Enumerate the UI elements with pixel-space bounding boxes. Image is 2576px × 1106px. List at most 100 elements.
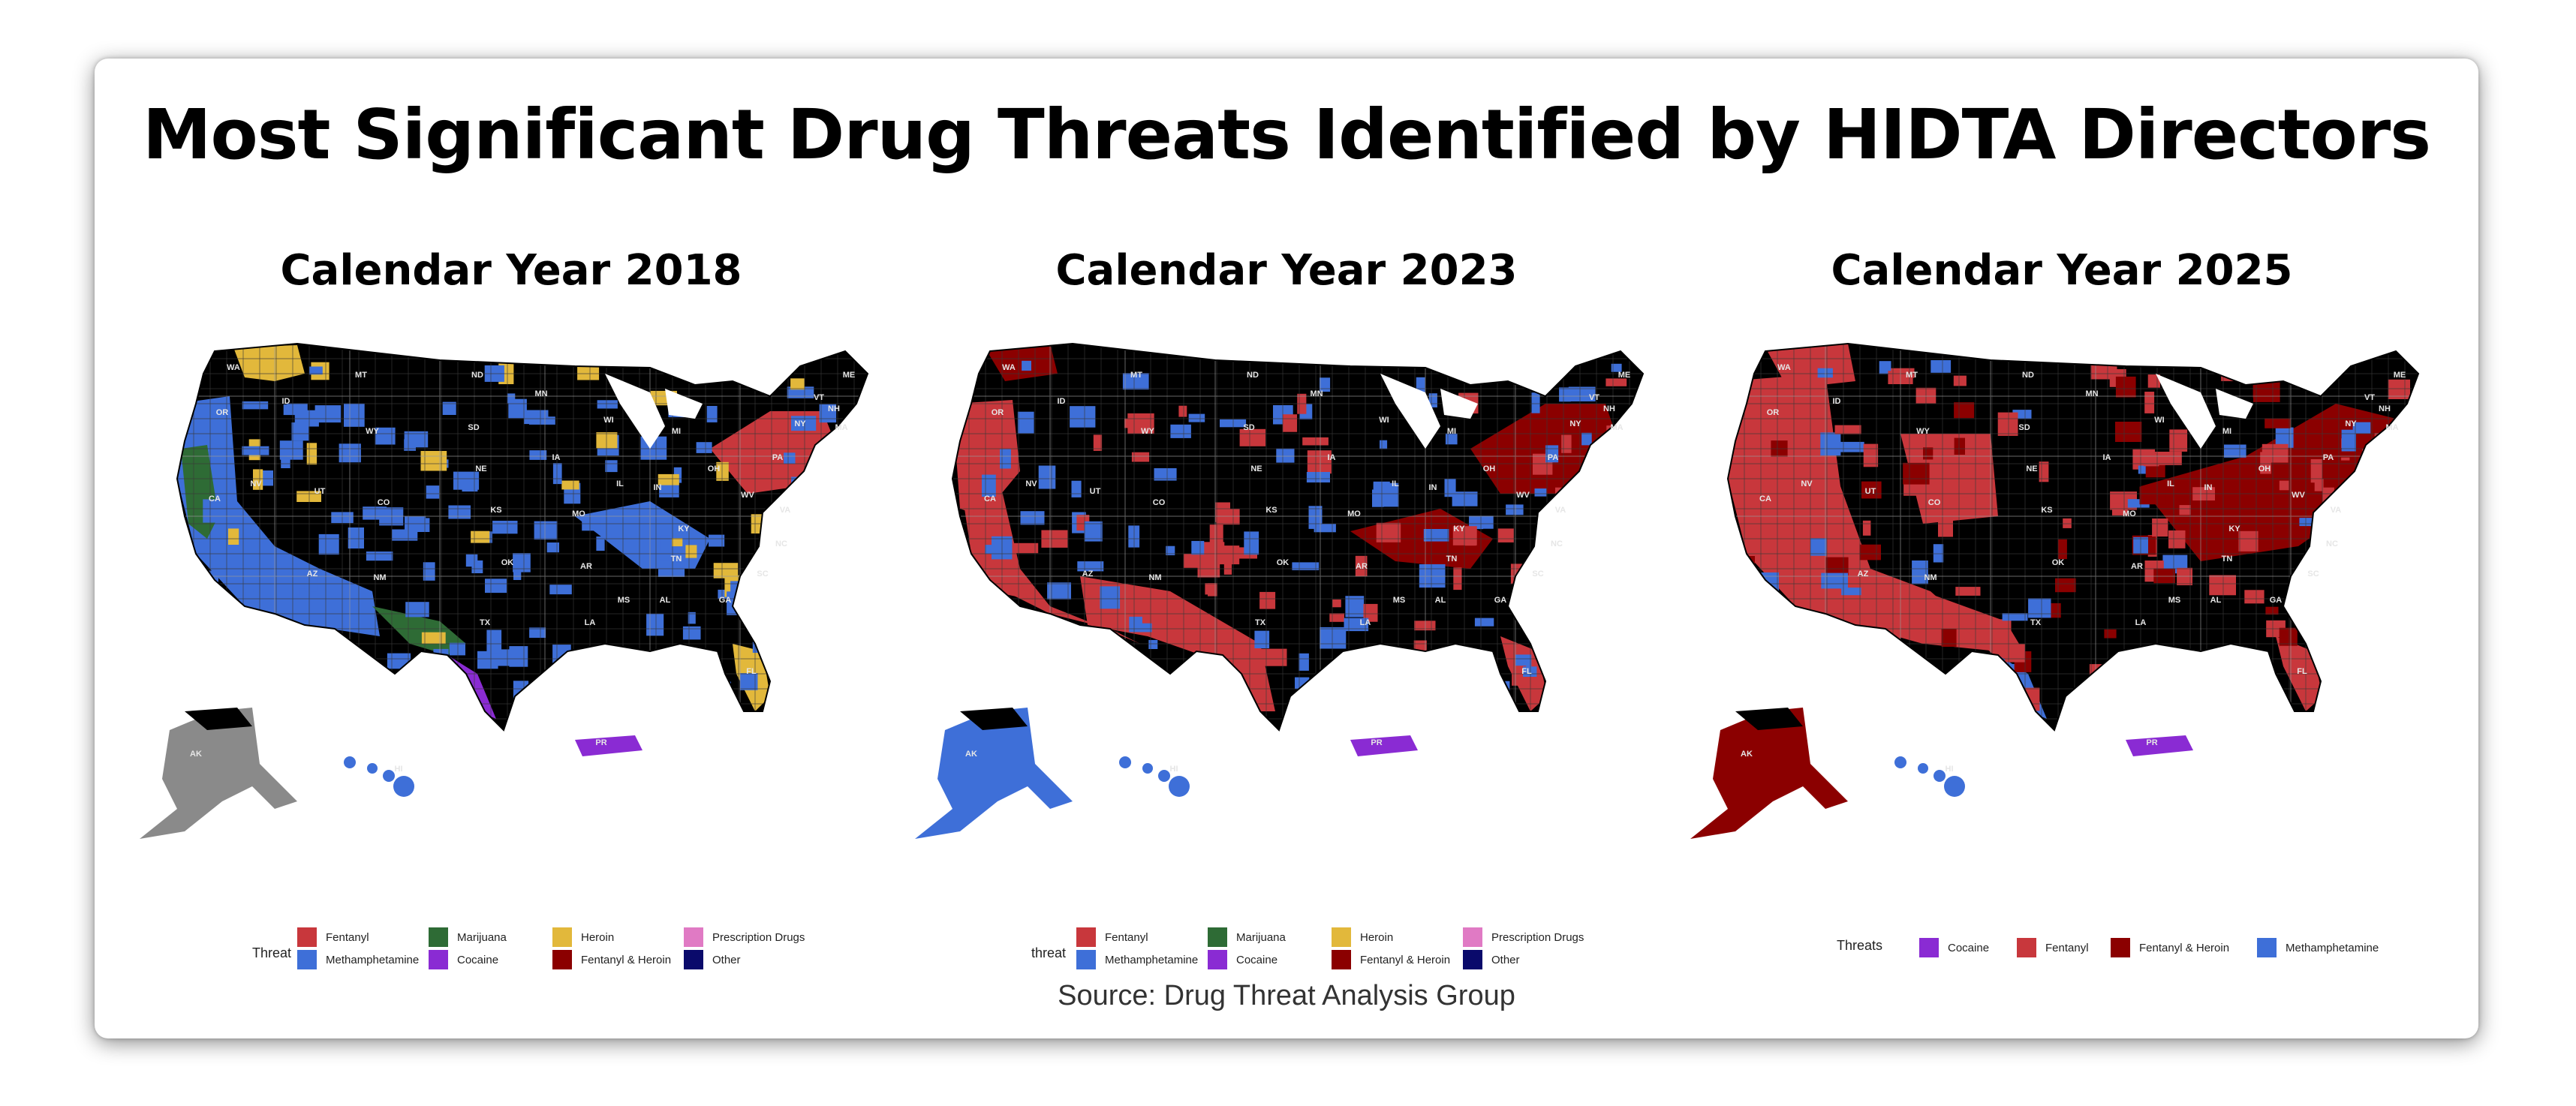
state-label-pr: PR	[2146, 738, 2157, 747]
state-label-ok: OK	[501, 558, 514, 567]
county-cell	[321, 661, 338, 673]
state-label-ne: NE	[475, 464, 486, 473]
county-cell	[790, 378, 805, 390]
county-cell	[1071, 480, 1082, 497]
legend-item: Fentanyl	[1076, 927, 1148, 947]
county-cell	[192, 359, 200, 366]
map-legend: Threat Fentanyl Methamphetamine Marijuana C…	[252, 927, 853, 980]
hawaii-island	[1158, 770, 1170, 782]
hawaii-island	[393, 776, 414, 797]
map-panel-2023: Calendar Year 2023 WA OR CA NV ID MT WY UT CO AZ N…	[900, 246, 1673, 969]
county-cell	[2314, 479, 2324, 491]
county-cell	[375, 427, 396, 445]
county-cell	[718, 685, 730, 706]
county-cell	[2322, 620, 2336, 630]
state-label-nd: ND	[1247, 371, 1259, 380]
county-cell	[1376, 522, 1401, 542]
state-label-ks: KS	[2041, 506, 2052, 515]
county-cell	[1148, 639, 1158, 649]
legend-label: Prescription Drugs	[1491, 930, 1584, 944]
county-cell	[549, 585, 572, 595]
state-label-or: OR	[1767, 408, 1780, 417]
county-cell	[245, 591, 269, 614]
legend-swatch	[684, 950, 703, 969]
county-cell	[477, 651, 498, 669]
county-cell	[1166, 545, 1175, 555]
county-cell	[1282, 414, 1298, 432]
county-cell	[1022, 360, 1031, 371]
state-label-in: IN	[2204, 483, 2213, 492]
county-cell	[646, 613, 664, 636]
county-cell	[1254, 630, 1270, 648]
state-label-ak: AK	[190, 750, 202, 759]
state-label-id: ID	[1058, 397, 1066, 406]
county-cell	[2382, 612, 2399, 621]
state-label-ut: UT	[314, 487, 326, 496]
legend-label: Fentanyl	[2045, 941, 2089, 954]
county-cell	[784, 452, 796, 464]
state-label-ca: CA	[984, 494, 996, 503]
county-cell	[2224, 444, 2246, 458]
county-cell	[299, 657, 324, 680]
county-cell	[673, 361, 683, 375]
legend-item: Marijuana	[1208, 927, 1286, 947]
county-cell	[1801, 621, 1822, 636]
state-label-il: IL	[2167, 479, 2174, 488]
legend-swatch	[552, 950, 572, 969]
state-label-hi: HI	[1170, 765, 1178, 774]
state-label-fl: FL	[1521, 667, 1532, 676]
county-cell	[421, 632, 446, 645]
county-cell	[1930, 360, 1952, 373]
county-cell	[1862, 520, 1871, 536]
legend-label: Prescription Drugs	[712, 930, 805, 944]
county-cell	[405, 602, 429, 618]
county-cell	[2063, 518, 2072, 528]
county-cell	[713, 563, 739, 579]
legend-swatch	[1919, 938, 1939, 957]
county-cell	[1599, 440, 1620, 449]
legend-swatch	[1076, 950, 1096, 969]
county-cell	[1178, 405, 1187, 417]
county-cell	[2360, 476, 2372, 491]
county-cell	[1578, 564, 1589, 585]
legend-item: Prescription Drugs	[684, 927, 805, 947]
state-label-ma: MA	[1610, 423, 1623, 432]
county-cell	[2279, 477, 2289, 491]
county-cell	[253, 469, 263, 490]
state-label-al: AL	[1435, 596, 1446, 605]
county-cell	[1020, 511, 1045, 525]
county-cell	[1154, 468, 1177, 481]
great-lakes	[605, 374, 665, 449]
alaska	[140, 708, 297, 839]
county-cell	[1923, 447, 1934, 460]
state-label-mo: MO	[572, 509, 585, 518]
county-cell	[1531, 392, 1540, 413]
county-cell	[366, 551, 393, 561]
state-label-sc: SC	[2307, 570, 2319, 579]
county-cell	[387, 653, 411, 669]
county-cell	[413, 657, 435, 674]
legend-item: Other	[684, 950, 741, 969]
legend-label: Cocaine	[1948, 941, 1990, 954]
state-label-nc: NC	[1551, 539, 1563, 548]
state-label-tn: TN	[671, 555, 682, 564]
region-northwest	[233, 345, 305, 381]
county-cell	[1605, 378, 1627, 386]
county-cell	[1170, 424, 1191, 438]
legend-item: Other	[1463, 950, 1520, 969]
county-cell	[1581, 432, 1592, 446]
legend-label: Cocaine	[1236, 953, 1278, 966]
county-cell	[449, 642, 465, 656]
legend-swatch	[1208, 950, 1227, 969]
county-cell	[1310, 678, 1329, 699]
county-cell	[1373, 482, 1399, 507]
county-cell	[2115, 422, 2142, 442]
legend-swatch	[2017, 938, 2036, 957]
legend-item: Heroin	[552, 927, 614, 947]
state-label-ok: OK	[1277, 558, 1290, 567]
county-cell	[433, 648, 449, 664]
state-label-la: LA	[2135, 618, 2147, 627]
county-cell	[1834, 425, 1861, 434]
state-label-ny: NY	[794, 419, 806, 428]
county-cell	[1841, 588, 1861, 596]
